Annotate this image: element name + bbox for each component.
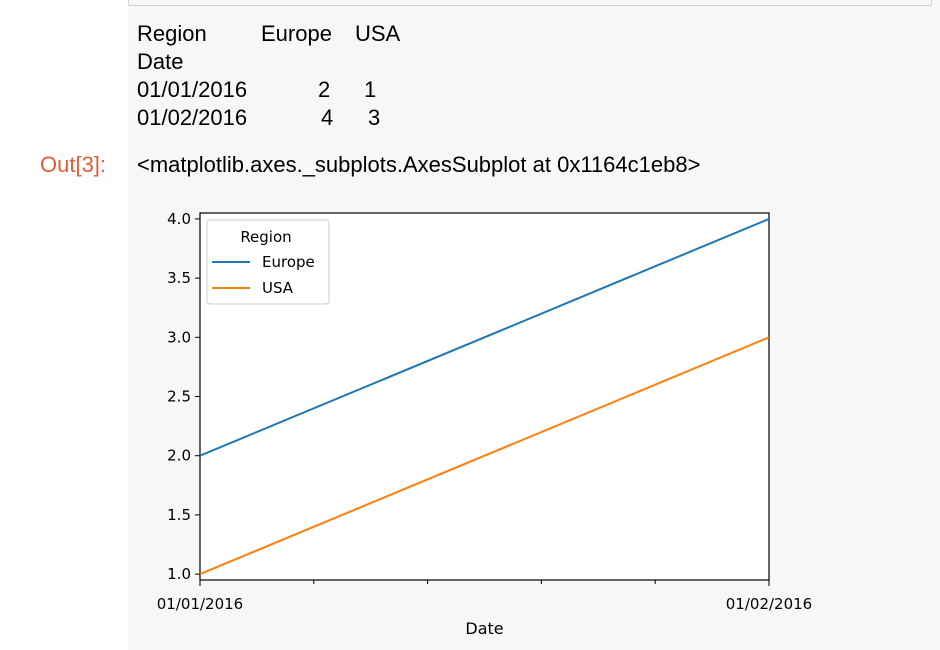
legend-entry: Europe bbox=[262, 253, 315, 271]
x-axis-label: Date bbox=[465, 619, 503, 638]
series-line-usa bbox=[199, 336, 770, 576]
cell-gutter bbox=[0, 0, 128, 650]
dataframe-index-label-row: Date bbox=[137, 48, 183, 76]
x-tick-label: 01/02/2016 bbox=[726, 595, 812, 613]
y-tick-label: 1.5 bbox=[167, 506, 191, 524]
column-header-usa: USA bbox=[355, 21, 401, 46]
column-header-europe: Europe bbox=[261, 21, 332, 46]
y-tick-label: 2.0 bbox=[167, 447, 191, 465]
series-line-europe bbox=[199, 217, 770, 457]
output-prompt: Out[3]: bbox=[40, 152, 107, 177]
row-europe-value: 2 bbox=[318, 77, 331, 102]
row-usa-value: 3 bbox=[368, 105, 381, 130]
legend-box bbox=[206, 219, 330, 305]
row-date: 01/02/2016 bbox=[137, 105, 248, 130]
row-usa-value: 1 bbox=[364, 77, 377, 102]
code-cell-bottom-edge[interactable] bbox=[128, 0, 932, 6]
legend-entry: USA bbox=[262, 279, 294, 297]
dataframe-header-row: Region Europe USA bbox=[137, 20, 400, 48]
row-europe-value: 4 bbox=[321, 105, 334, 130]
y-tick-label: 2.5 bbox=[167, 388, 191, 406]
y-tick-label: 3.0 bbox=[167, 328, 191, 346]
index-name: Region bbox=[137, 21, 207, 46]
index-label: Date bbox=[137, 49, 184, 74]
row-date: 01/01/2016 bbox=[137, 77, 248, 102]
table-row: 01/02/2016 4 3 bbox=[137, 104, 380, 132]
x-tick-label: 01/01/2016 bbox=[157, 595, 243, 613]
axes-repr-text: <matplotlib.axes._subplots.AxesSubplot a… bbox=[137, 152, 701, 177]
y-tick-label: 4.0 bbox=[167, 210, 191, 228]
y-tick-label: 3.5 bbox=[167, 269, 191, 287]
dataframe-output: Region Europe USA Date 01/01/2016 2 1 01… bbox=[137, 20, 400, 132]
y-tick-label: 1.0 bbox=[167, 565, 191, 583]
legend-title: Region bbox=[240, 228, 291, 246]
table-row: 01/01/2016 2 1 bbox=[137, 76, 376, 104]
